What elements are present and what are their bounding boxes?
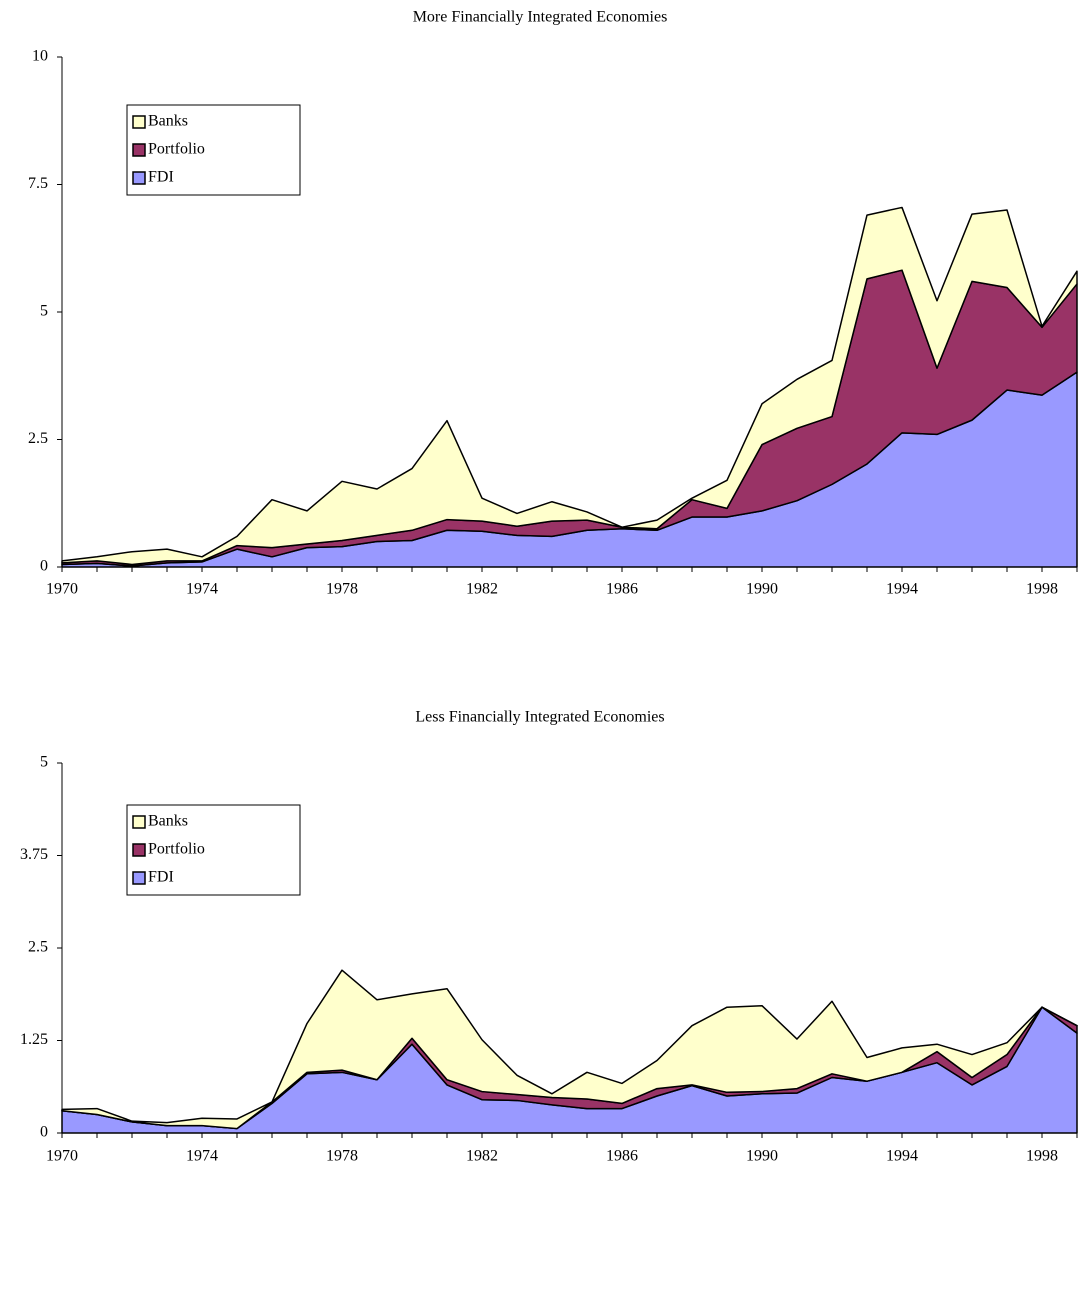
legend-swatch (132, 115, 146, 129)
legend-swatch (132, 843, 146, 857)
legend-label: Portfolio (148, 841, 205, 858)
legend-label: Portfolio (148, 141, 205, 158)
x-tick-label: 1982 (466, 581, 498, 598)
x-tick-label: 1986 (606, 1148, 638, 1165)
legend-label: Banks (148, 113, 188, 130)
area (61, 969, 1078, 1130)
x-tick-label: 1998 (1026, 1148, 1058, 1165)
legend-swatch (132, 871, 146, 885)
y-tick-label: 5 (40, 754, 48, 771)
legend-box (126, 804, 301, 896)
y-tick-label: 0 (40, 558, 48, 575)
y-tick-label: 10 (32, 48, 48, 65)
y-tick-label: 2.5 (28, 939, 48, 956)
legend-label: FDI (148, 869, 174, 886)
y-tick-label: 5 (40, 303, 48, 320)
area (61, 1006, 1078, 1134)
y-tick-label: 7.5 (28, 175, 48, 192)
legend-label: FDI (148, 169, 174, 186)
legend-swatch (132, 171, 146, 185)
y-tick-label: 1.25 (20, 1031, 48, 1048)
y-tick-label: 3.75 (20, 846, 48, 863)
x-tick-label: 1982 (466, 1148, 498, 1165)
legend-swatch (132, 815, 146, 829)
area (61, 206, 1078, 566)
legend-label: Banks (148, 813, 188, 830)
legend-box (126, 104, 301, 196)
x-tick-label: 1994 (886, 581, 918, 598)
x-tick-label: 1970 (46, 581, 78, 598)
y-tick-label: 0 (40, 1124, 48, 1141)
x-tick-label: 1978 (326, 581, 358, 598)
x-tick-label: 1974 (186, 581, 218, 598)
x-tick-label: 1998 (1026, 581, 1058, 598)
x-tick-label: 1990 (746, 581, 778, 598)
chart-title: Less Financially Integrated Economies (415, 709, 664, 726)
legend-swatch (132, 143, 146, 157)
x-tick-label: 1990 (746, 1148, 778, 1165)
x-tick-label: 1986 (606, 581, 638, 598)
chart-title: More Financially Integrated Economies (413, 9, 668, 26)
x-tick-label: 1970 (46, 1148, 78, 1165)
y-tick-label: 2.5 (28, 430, 48, 447)
x-tick-label: 1994 (886, 1148, 918, 1165)
x-tick-label: 1978 (326, 1148, 358, 1165)
x-tick-label: 1974 (186, 1148, 218, 1165)
